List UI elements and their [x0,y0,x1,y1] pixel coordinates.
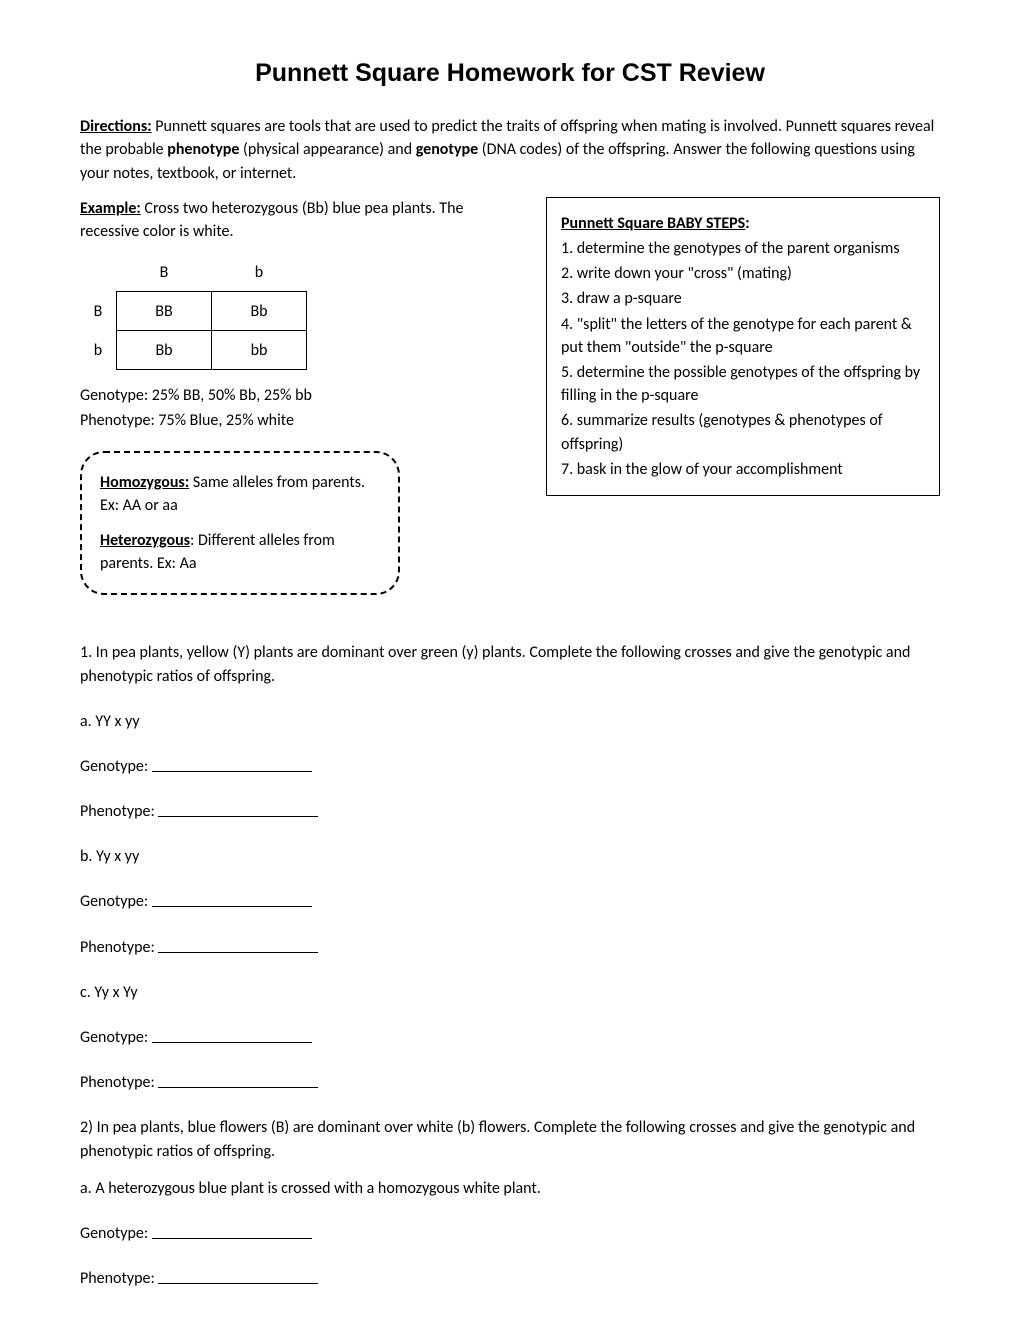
example-genotype: Genotype: 25% BB, 50% Bb, 25% bb [80,384,510,407]
question-1: 1. In pea plants, yellow (Y) plants are … [80,641,940,687]
q1b: b. Yy x yy [80,845,940,868]
directions-bold-phenotype: phenotype [167,140,239,159]
q1b-genotype: Genotype: [80,890,940,913]
q2a-phenotype: Phenotype: [80,1267,940,1290]
q1b-phenotype: Phenotype: [80,936,940,959]
baby-step-5: 5. determine the possible genotypes of t… [561,361,925,407]
heterozygous-label: Heterozygous [100,531,190,550]
phenotype-label: Phenotype: [80,938,158,957]
genotype-label: Genotype: [80,892,152,911]
blank-line [158,1283,318,1284]
blank-line [152,906,312,907]
page-title: Punnett Square Homework for CST Review [80,55,940,91]
example-intro: Example: Cross two heterozygous (Bb) blu… [80,197,510,243]
q2a-genotype: Genotype: [80,1222,940,1245]
baby-step-4: 4. "split" the letters of the genotype f… [561,313,925,359]
q1c-phenotype: Phenotype: [80,1071,940,1094]
phenotype-label: Phenotype: [80,1073,158,1092]
baby-step-7: 7. bask in the glow of your accomplishme… [561,458,925,481]
blank-line [152,771,312,772]
directions-label: Directions: [80,117,152,136]
blank-line [158,952,318,953]
p-cell-12: Bb [212,292,307,331]
p-cell-21: Bb [117,331,212,370]
heterozygous-def: Heterozygous: Different alleles from par… [100,529,380,575]
directions-bold-genotype: genotype [416,140,478,159]
p-cell-22: bb [212,331,307,370]
phenotype-label: Phenotype: [80,1269,158,1288]
baby-step-3: 3. draw a p-square [561,287,925,310]
phenotype-label: Phenotype: [80,802,158,821]
baby-step-1: 1. determine the genotypes of the parent… [561,237,925,260]
q1c-genotype: Genotype: [80,1026,940,1049]
example-phenotype: Phenotype: 75% Blue, 25% white [80,409,510,432]
baby-step-6: 6. summarize results (genotypes & phenot… [561,409,925,455]
blank-line [158,1087,318,1088]
baby-steps-colon: : [745,214,749,233]
q1c: c. Yy x Yy [80,981,940,1004]
baby-steps-column: Punnett Square BABY STEPS: 1. determine … [546,197,940,596]
example-section: Example: Cross two heterozygous (Bb) blu… [80,197,940,596]
example-left-column: Example: Cross two heterozygous (Bb) blu… [80,197,510,596]
q2a: a. A heterozygous blue plant is crossed … [80,1177,940,1200]
blank-line [152,1042,312,1043]
p-side-b: b [80,331,117,370]
q1a-phenotype: Phenotype: [80,800,940,823]
baby-steps-title-line: Punnett Square BABY STEPS: [561,212,925,235]
p-corner [80,253,117,292]
definitions-box: Homozygous: Same alleles from parents. E… [80,451,400,596]
directions-mid: (physical appearance) and [239,140,415,159]
q1a: a. YY x yy [80,710,940,733]
p-top-B: B [117,253,212,292]
genotype-label: Genotype: [80,1028,152,1047]
baby-step-2: 2. write down your "cross" (mating) [561,262,925,285]
q1a-genotype: Genotype: [80,755,940,778]
punnett-square-table: B b B BB Bb b Bb bb [80,253,307,370]
genotype-label: Genotype: [80,1224,152,1243]
homozygous-label: Homozygous: [100,473,189,492]
p-side-B: B [80,292,117,331]
genotype-label: Genotype: [80,757,152,776]
example-label: Example: [80,199,141,218]
p-cell-11: BB [117,292,212,331]
blank-line [152,1238,312,1239]
baby-steps-box: Punnett Square BABY STEPS: 1. determine … [546,197,940,496]
homozygous-def: Homozygous: Same alleles from parents. E… [100,471,380,517]
baby-steps-title: Punnett Square BABY STEPS [561,214,745,233]
directions-paragraph: Directions: Punnett squares are tools th… [80,115,940,185]
p-top-b: b [212,253,307,292]
blank-line [158,816,318,817]
question-2: 2) In pea plants, blue flowers (B) are d… [80,1116,940,1162]
